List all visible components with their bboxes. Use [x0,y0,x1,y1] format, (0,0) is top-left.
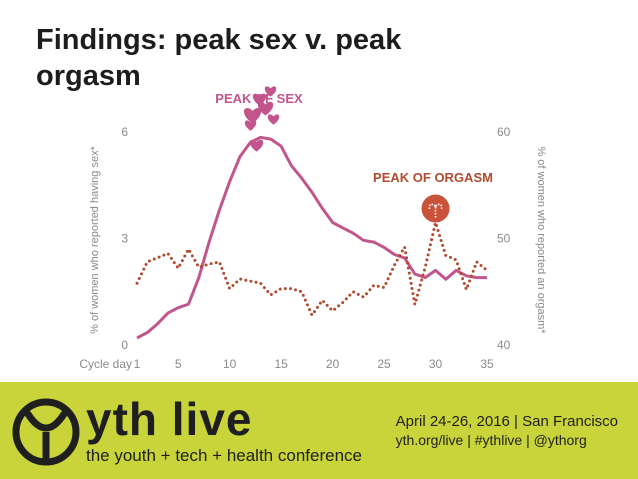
heart-icon [264,86,277,97]
event-dates: April 24-26, 2016 | San Francisco [395,413,618,430]
y-left-tick-label: 3 [121,232,128,246]
x-tick-label: 35 [480,357,494,371]
heart-icon [257,101,274,116]
x-tick-label: 25 [377,357,391,371]
y-right-tick-label: 40 [497,338,511,352]
peak-of-sex-label: PEAK OF SEX [215,91,303,106]
x-tick-label: 1 [134,357,141,371]
x-tick-label: 15 [274,357,288,371]
brand-tagline: the youth + tech + health conference [86,446,362,465]
heart-icon [244,120,257,131]
x-tick-label: 20 [326,357,340,371]
event-links: yth.org/live | #ythlive | @ythorg [395,432,587,448]
heart-icon [252,93,267,106]
yth-logo-icon [12,398,80,466]
y-left-axis-label: % of women who reported having sex* [89,145,101,333]
orgasm-series-line [135,221,489,317]
footer-banner: yth live the youth + tech + health confe… [0,382,638,479]
x-axis-label: Cycle day [79,357,132,371]
x-tick-label: 10 [223,357,237,371]
heart-icon [243,107,262,124]
peak-of-orgasm-label: PEAK OF ORGASM [373,170,493,185]
brand-name: yth live [86,393,253,445]
heart-icon [249,139,264,152]
slide-title: Findings: peak sex v. peak orgasm [36,24,402,92]
x-tick-label: 30 [429,357,443,371]
y-left-tick-label: 6 [121,125,128,139]
firework-icon [428,203,443,218]
y-right-tick-label: 50 [497,232,511,246]
x-tick-label: 5 [175,357,182,371]
sex-series-line [136,135,487,340]
y-right-axis-label: % of women who reported an orgasm* [535,146,547,334]
y-right-tick-label: 60 [497,125,511,139]
heart-icon [267,114,280,125]
y-left-tick-label: 0 [121,338,128,352]
